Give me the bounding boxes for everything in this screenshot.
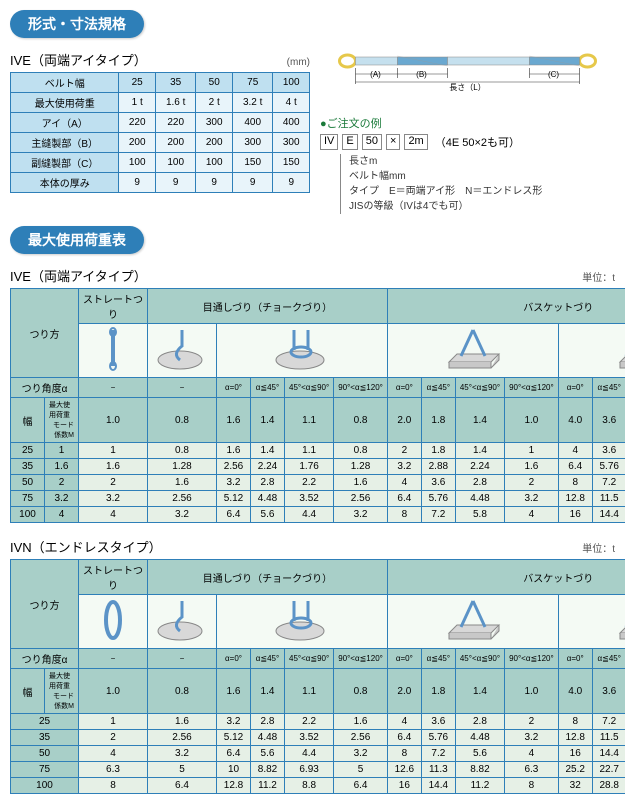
ive-unit: 単位：t [582, 269, 615, 284]
order-formula: IVE 50× 2m （4E 50×2も可） [320, 134, 615, 150]
order-title: ご注文の例 [320, 115, 615, 131]
ivn-title: IVN（エンドレスタイプ） [10, 537, 162, 556]
svg-text:長さ（L）: 長さ（L） [449, 83, 485, 92]
svg-text:(A): (A) [370, 70, 381, 79]
dim-table: ベルト幅25355075100 最大使用荷重1 t1.6 t2 t3.2 t4 … [10, 72, 310, 193]
ivn-load-table: つり方ストレートつり目通しづり（チョークづり）バスケットづりつり角度α−−α=0… [10, 559, 625, 794]
belt-diagram: (A) (B) (C) 長さ（L） ご注文の例 IVE 50× 2m （4E 5… [320, 46, 615, 214]
dim-title: IVE（両端アイタイプ） [10, 50, 147, 69]
svg-text:(C): (C) [548, 70, 559, 79]
ive-load-table: つり方ストレートつり目通しづり（チョークづり）バスケットづりつり角度α−−α=0… [10, 288, 625, 523]
ivn-unit: 単位：t [582, 540, 615, 555]
ive-title: IVE（両端アイタイプ） [10, 266, 147, 285]
svg-text:(B): (B) [416, 70, 427, 79]
order-notes: 長さmベルト幅mm タイプ E＝両端アイ形 N＝エンドレス形JISの等級（IVは… [340, 154, 615, 214]
dim-unit: (mm) [287, 57, 310, 68]
load-badge: 最大使用荷重表 [10, 226, 144, 254]
specs-badge: 形式・寸法規格 [10, 10, 144, 38]
